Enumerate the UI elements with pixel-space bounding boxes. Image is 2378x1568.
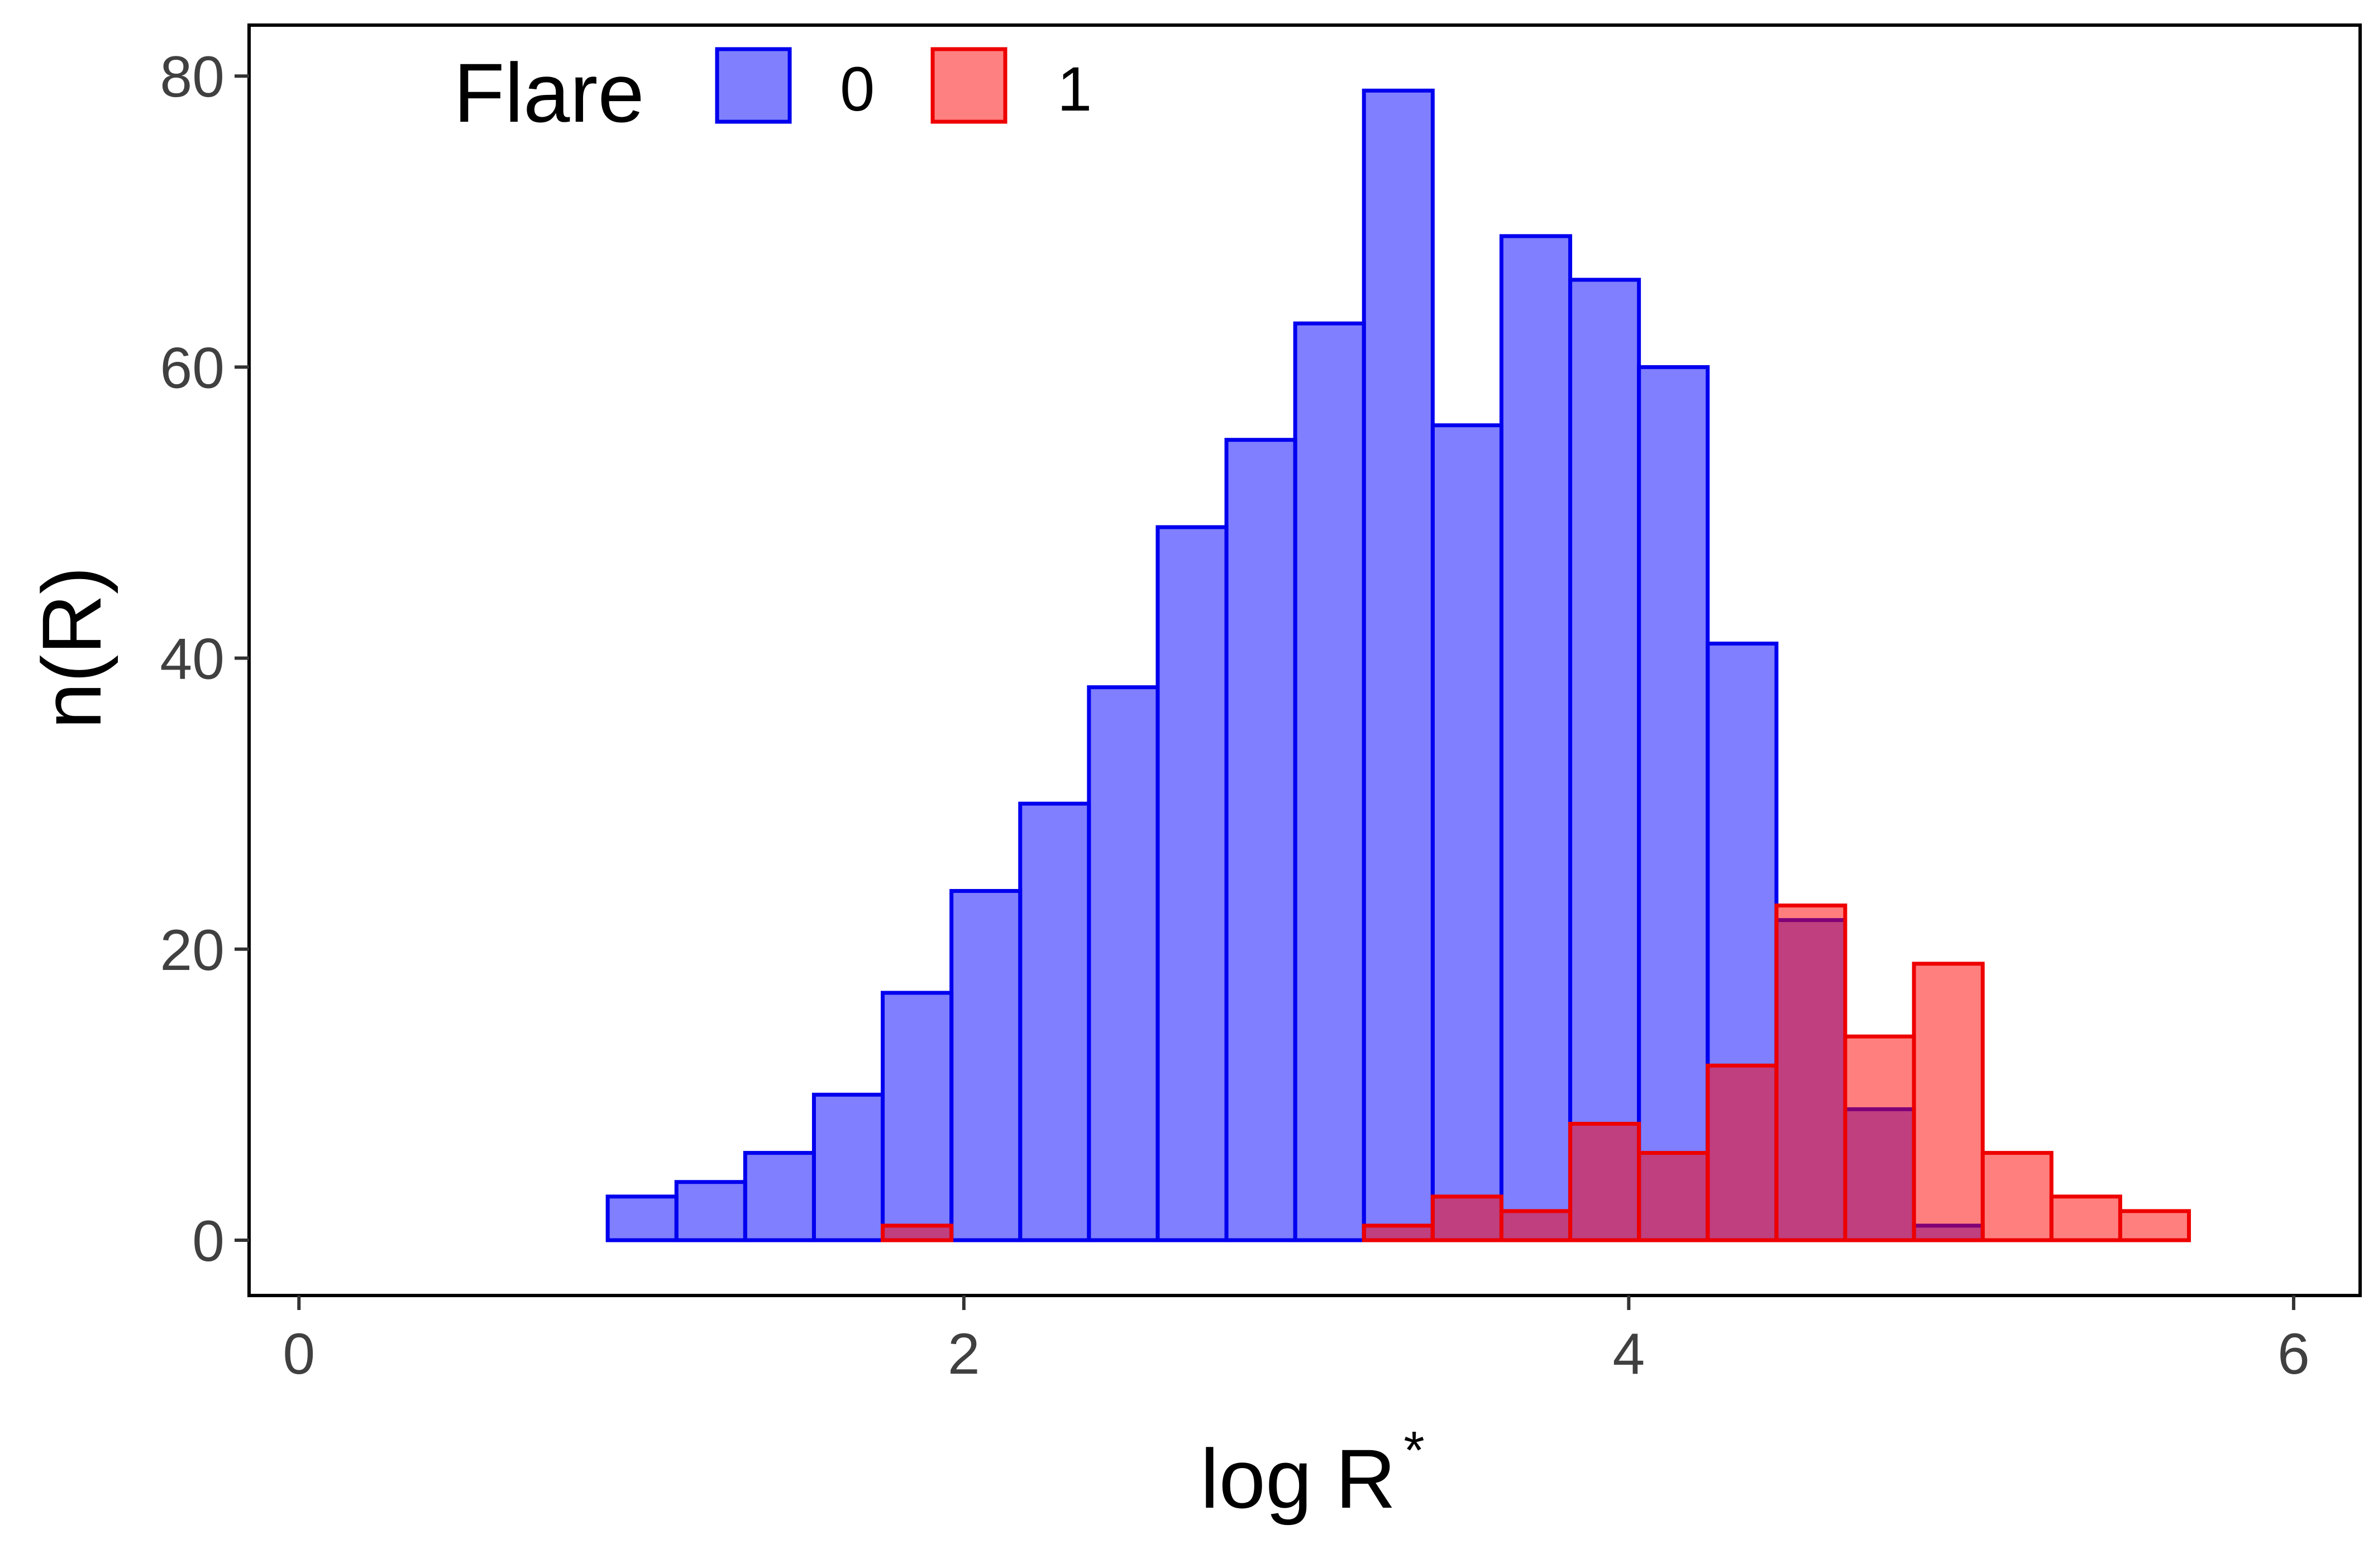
bar-series-1-bin-22	[1843, 1034, 1916, 1242]
legend-swatch-0	[715, 47, 792, 124]
bar-series-0-bin-15	[1362, 88, 1435, 1242]
x-axis-title: log R *	[1200, 1421, 1425, 1526]
bar-series-0-bin-18	[1568, 278, 1641, 1242]
bar-series-0-bin-9	[949, 889, 1023, 1242]
bar-series-0-bin-4	[605, 1194, 679, 1242]
x-tick-label: 2	[948, 1322, 980, 1387]
bar-series-1-bin-17	[1499, 1209, 1573, 1242]
series-0	[605, 88, 1985, 1242]
x-tick-label: 4	[1612, 1322, 1645, 1387]
bar-series-1-bin-15	[1362, 1223, 1435, 1242]
series-1	[881, 903, 2191, 1242]
bar-series-1-bin-26	[2118, 1209, 2191, 1242]
bar-series-0-bin-13	[1224, 438, 1297, 1242]
bar-series-1-bin-16	[1430, 1194, 1503, 1242]
bar-series-0-bin-11	[1087, 685, 1160, 1242]
bars-layer	[605, 88, 2191, 1242]
bar-series-1-bin-21	[1774, 903, 1847, 1242]
x-tick-label: 6	[2277, 1322, 2310, 1387]
bar-series-0-bin-16	[1430, 423, 1503, 1242]
x-axis-title-superscript: *	[1403, 1421, 1424, 1480]
bar-series-1-bin-25	[2049, 1194, 2122, 1242]
bar-series-0-bin-17	[1499, 234, 1573, 1242]
x-axis-ticks: 0 2 4 6	[283, 1295, 2310, 1387]
y-axis-title: n(R)	[25, 566, 118, 729]
y-tick-label: 0	[192, 1209, 225, 1274]
x-tick-label: 0	[283, 1322, 315, 1387]
y-tick-label: 20	[160, 918, 225, 983]
bar-series-1-bin-18	[1568, 1121, 1641, 1242]
legend: Flare 0 1	[453, 46, 1092, 140]
y-axis-ticks: 0 20 40 60 80	[160, 45, 249, 1274]
legend-swatch-1	[930, 47, 1007, 124]
bar-series-0-bin-7	[811, 1092, 885, 1242]
bar-series-0-bin-5	[674, 1180, 747, 1242]
bar-series-0-bin-10	[1018, 801, 1091, 1242]
bar-series-0-bin-14	[1293, 321, 1366, 1242]
bar-series-0-bin-8	[881, 991, 954, 1242]
bar-series-0-bin-12	[1155, 525, 1229, 1242]
bar-series-1-bin-20	[1706, 1063, 1779, 1242]
bar-series-1-bin-24	[1980, 1151, 2054, 1242]
bar-series-0-bin-19	[1637, 365, 1710, 1242]
bar-series-1-bin-23	[1912, 962, 1985, 1242]
x-axis-title-text: log R	[1200, 1432, 1396, 1526]
legend-label-0: 0	[840, 54, 875, 124]
legend-title: Flare	[453, 46, 644, 140]
y-tick-label: 60	[160, 336, 225, 400]
y-tick-label: 40	[160, 627, 225, 692]
y-tick-label: 80	[160, 45, 225, 109]
legend-label-1: 1	[1057, 54, 1092, 124]
bar-series-0-bin-6	[743, 1151, 816, 1242]
bar-series-1-bin-19	[1637, 1151, 1710, 1242]
plot-border	[247, 23, 2362, 1297]
bar-series-1-bin-8	[881, 1223, 954, 1242]
